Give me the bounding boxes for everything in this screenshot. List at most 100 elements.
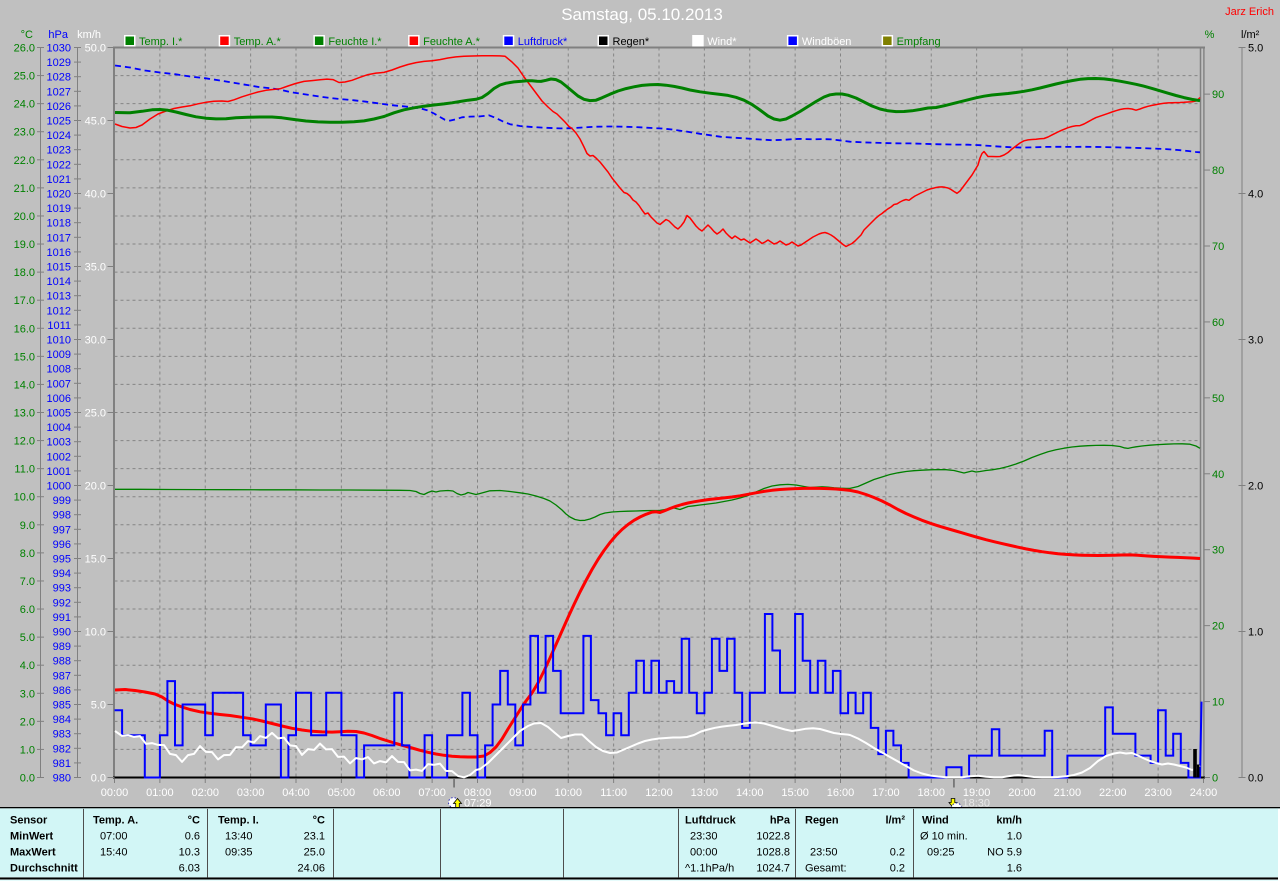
svg-text:1027: 1027 <box>47 86 71 98</box>
svg-text:2.0: 2.0 <box>20 716 35 728</box>
svg-text:21.0: 21.0 <box>14 183 35 195</box>
svg-text:990: 990 <box>53 627 71 639</box>
svg-text:998: 998 <box>53 510 71 522</box>
svg-text:Feuchte I.*: Feuchte I.* <box>328 36 382 48</box>
svg-text:1000: 1000 <box>47 481 71 493</box>
svg-text:1004: 1004 <box>47 422 71 434</box>
svg-text:26.0: 26.0 <box>14 43 35 55</box>
svg-text:22:00: 22:00 <box>1099 787 1127 799</box>
svg-text:15.0: 15.0 <box>14 351 35 363</box>
svg-text:3.0: 3.0 <box>20 688 35 700</box>
svg-text:985: 985 <box>53 700 71 712</box>
svg-text:4.0: 4.0 <box>1248 189 1263 201</box>
svg-text:00:00: 00:00 <box>101 787 129 799</box>
svg-text:980: 980 <box>53 773 71 785</box>
svg-text:1.0: 1.0 <box>20 744 35 756</box>
svg-text:0.2: 0.2 <box>890 847 905 859</box>
svg-text:09:25: 09:25 <box>927 847 955 859</box>
svg-text:996: 996 <box>53 539 71 551</box>
svg-text:l/m²: l/m² <box>1241 29 1260 41</box>
svg-text:1012: 1012 <box>47 305 71 317</box>
svg-text:Luftdruck*: Luftdruck* <box>518 36 568 48</box>
svg-text:1.0: 1.0 <box>1248 627 1263 639</box>
svg-text:Wind*: Wind* <box>707 36 737 48</box>
svg-text:20.0: 20.0 <box>85 481 106 493</box>
svg-text:1030: 1030 <box>47 43 71 55</box>
svg-text:10: 10 <box>1212 697 1224 709</box>
svg-text:1006: 1006 <box>47 393 71 405</box>
svg-text:18:00: 18:00 <box>917 787 945 799</box>
svg-text:Windböen: Windböen <box>802 36 852 48</box>
svg-text:6.0: 6.0 <box>20 604 35 616</box>
svg-text:11:00: 11:00 <box>600 787 627 799</box>
svg-text:1016: 1016 <box>47 247 71 259</box>
svg-text:13:00: 13:00 <box>691 787 719 799</box>
svg-text:Temp. A.: Temp. A. <box>93 815 138 827</box>
svg-text:14.0: 14.0 <box>14 379 35 391</box>
svg-text:01:00: 01:00 <box>146 787 174 799</box>
svg-text:10:00: 10:00 <box>554 787 582 799</box>
svg-text:1018: 1018 <box>47 218 71 230</box>
svg-text:19:00: 19:00 <box>963 787 991 799</box>
svg-text:Jarz Erich: Jarz Erich <box>1225 6 1274 18</box>
svg-text:0.6: 0.6 <box>185 831 200 843</box>
svg-text:992: 992 <box>53 597 71 609</box>
svg-text:1028: 1028 <box>47 72 71 84</box>
svg-text:Regen*: Regen* <box>613 36 650 48</box>
svg-text:16:00: 16:00 <box>827 787 855 799</box>
svg-text:°C: °C <box>21 29 33 41</box>
svg-text:50: 50 <box>1212 393 1224 405</box>
svg-text:07:00: 07:00 <box>418 787 446 799</box>
svg-text:1.0: 1.0 <box>1007 831 1022 843</box>
svg-text:Temp. I.: Temp. I. <box>218 815 259 827</box>
svg-text:1003: 1003 <box>47 437 71 449</box>
svg-text:1024.7: 1024.7 <box>756 863 790 875</box>
svg-text:Ø 10 min.: Ø 10 min. <box>920 831 968 843</box>
svg-text:18.0: 18.0 <box>14 267 35 279</box>
svg-text:24.06: 24.06 <box>297 863 325 875</box>
svg-text:1017: 1017 <box>47 232 71 244</box>
svg-text:°C: °C <box>313 815 325 827</box>
svg-text:999: 999 <box>53 495 71 507</box>
svg-text:60: 60 <box>1212 317 1224 329</box>
svg-text:1015: 1015 <box>47 262 71 274</box>
svg-text:23.0: 23.0 <box>14 127 35 139</box>
svg-text:10.3: 10.3 <box>179 847 200 859</box>
svg-text:1013: 1013 <box>47 291 71 303</box>
svg-text:997: 997 <box>53 524 71 536</box>
svg-text:991: 991 <box>53 612 71 624</box>
svg-text:25.0: 25.0 <box>304 847 325 859</box>
svg-text:25.0: 25.0 <box>85 408 106 420</box>
svg-text:986: 986 <box>53 685 71 697</box>
svg-text:5.0: 5.0 <box>91 700 106 712</box>
svg-text:1024: 1024 <box>47 130 71 142</box>
svg-text:09:35: 09:35 <box>225 847 253 859</box>
svg-text:1029: 1029 <box>47 57 71 69</box>
svg-text:1026: 1026 <box>47 101 71 113</box>
svg-text:3.0: 3.0 <box>1248 335 1263 347</box>
svg-text:1021: 1021 <box>47 174 71 186</box>
svg-text:l/m²: l/m² <box>885 815 905 827</box>
svg-text:19.0: 19.0 <box>14 239 35 251</box>
svg-text:22.0: 22.0 <box>14 155 35 167</box>
svg-text:983: 983 <box>53 729 71 741</box>
svg-text:23:50: 23:50 <box>810 847 838 859</box>
svg-text:1020: 1020 <box>47 189 71 201</box>
svg-text:Sensor: Sensor <box>10 815 48 827</box>
svg-text:15:00: 15:00 <box>781 787 809 799</box>
svg-text:2.0: 2.0 <box>1248 481 1263 493</box>
svg-text:03:00: 03:00 <box>237 787 265 799</box>
svg-text:9.0: 9.0 <box>20 520 35 532</box>
svg-text:0.0: 0.0 <box>91 773 106 785</box>
svg-text:45.0: 45.0 <box>85 116 106 128</box>
svg-text:994: 994 <box>53 568 71 580</box>
svg-text:4.0: 4.0 <box>20 660 35 672</box>
svg-text:hPa: hPa <box>48 29 68 41</box>
svg-text:0.0: 0.0 <box>1248 773 1263 785</box>
svg-text:0.0: 0.0 <box>20 773 35 785</box>
svg-text:%: % <box>1205 29 1215 41</box>
svg-text:Wind: Wind <box>922 815 949 827</box>
svg-text:1014: 1014 <box>47 276 71 288</box>
svg-text:989: 989 <box>53 641 71 653</box>
svg-text:23:30: 23:30 <box>690 831 718 843</box>
